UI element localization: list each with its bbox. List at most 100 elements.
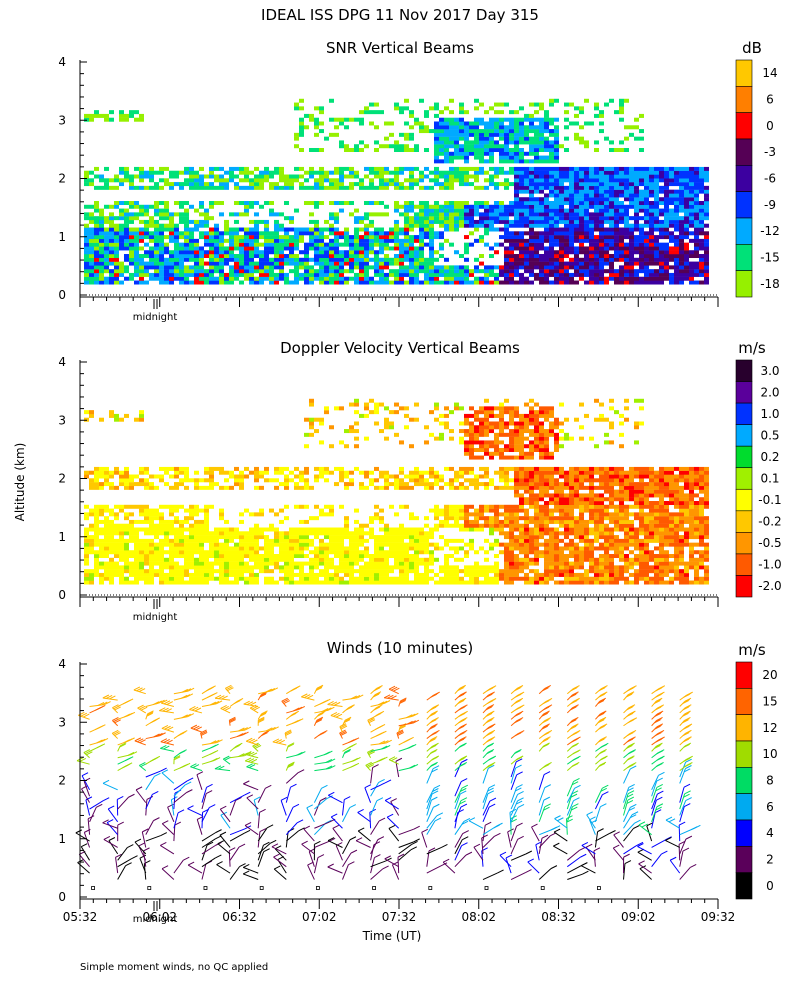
doppler-cell — [414, 569, 419, 573]
snr-cell — [119, 110, 124, 114]
snr-cell — [504, 118, 509, 122]
snr-cell — [649, 262, 654, 266]
snr-cell — [539, 231, 544, 235]
snr-cell — [604, 262, 609, 266]
snr-cell — [564, 201, 569, 205]
snr-cell — [549, 171, 554, 175]
snr-cell — [379, 182, 384, 186]
snr-cell — [514, 152, 519, 156]
snr-cell — [374, 171, 379, 175]
snr-cell — [239, 167, 244, 171]
doppler-cell — [364, 414, 369, 418]
snr-cell — [174, 243, 179, 247]
snr-cell — [659, 243, 664, 247]
doppler-cell — [279, 558, 284, 562]
snr-cell — [509, 156, 514, 160]
snr-cell — [584, 231, 589, 235]
snr-cell — [694, 197, 699, 201]
snr-cell — [104, 277, 109, 281]
snr-cell — [459, 220, 464, 224]
snr-cell — [509, 205, 514, 209]
doppler-cell — [154, 573, 159, 577]
snr-cell — [459, 152, 464, 156]
doppler-cell — [389, 421, 394, 425]
doppler-cell — [414, 482, 419, 486]
snr-cell — [189, 231, 194, 235]
snr-cell — [564, 110, 569, 114]
snr-cell — [629, 193, 634, 197]
doppler-cell — [399, 550, 404, 554]
snr-cell — [519, 277, 524, 281]
doppler-cell — [139, 482, 144, 486]
doppler-cell — [109, 471, 114, 475]
doppler-cell — [104, 509, 109, 513]
snr-cell — [579, 246, 584, 250]
snr-cell — [334, 182, 339, 186]
snr-cell — [254, 277, 259, 281]
snr-cell — [644, 250, 649, 254]
snr-cell — [534, 144, 539, 148]
snr-cell — [634, 137, 639, 141]
snr-cell — [509, 118, 514, 122]
doppler-cell — [94, 512, 99, 516]
snr-cell — [554, 152, 559, 156]
doppler-cell — [174, 569, 179, 573]
snr-cell — [259, 231, 264, 235]
doppler-cell — [369, 562, 374, 566]
snr-cell — [674, 216, 679, 220]
snr-cell — [489, 246, 494, 250]
snr-cell — [204, 175, 209, 179]
doppler-cell — [329, 425, 334, 429]
doppler-cell — [219, 581, 224, 585]
snr-cell — [554, 212, 559, 216]
doppler-cell — [84, 554, 89, 558]
doppler-panel: Doppler Velocity Vertical Beams 01234mid… — [58, 339, 781, 623]
snr-cell — [219, 273, 224, 277]
snr-cell — [599, 129, 604, 133]
doppler-cell — [464, 471, 469, 475]
doppler-cell — [319, 475, 324, 479]
snr-cell — [339, 121, 344, 125]
snr-cell — [379, 281, 384, 285]
snr-cell — [689, 224, 694, 228]
snr-cell — [509, 277, 514, 281]
snr-cell — [429, 246, 434, 250]
snr-cell — [489, 152, 494, 156]
snr-cell — [104, 235, 109, 239]
snr-cell — [579, 273, 584, 277]
snr-cell — [594, 235, 599, 239]
snr-cell — [479, 152, 484, 156]
doppler-cell — [364, 577, 369, 581]
snr-cell — [654, 193, 659, 197]
doppler-cell — [194, 573, 199, 577]
snr-cell — [244, 243, 249, 247]
snr-cell — [104, 269, 109, 273]
snr-cell — [679, 231, 684, 235]
snr-cell — [154, 171, 159, 175]
snr-cell — [684, 209, 689, 213]
doppler-cell — [294, 546, 299, 550]
snr-cell — [369, 224, 374, 228]
snr-cell — [359, 178, 364, 182]
snr-cell — [389, 269, 394, 273]
snr-cell — [614, 178, 619, 182]
snr-cell — [379, 243, 384, 247]
snr-cell — [479, 171, 484, 175]
snr-cell — [404, 265, 409, 269]
doppler-cell — [364, 531, 369, 535]
doppler-cell — [174, 565, 179, 569]
snr-cell — [104, 231, 109, 235]
snr-cell — [359, 265, 364, 269]
doppler-cell — [194, 471, 199, 475]
snr-cell — [374, 265, 379, 269]
snr-cell — [694, 178, 699, 182]
snr-cell — [609, 205, 614, 209]
snr-cell — [664, 220, 669, 224]
snr-cell — [624, 228, 629, 232]
doppler-cell — [119, 550, 124, 554]
doppler-cell — [409, 478, 414, 482]
snr-cell — [424, 273, 429, 277]
snr-cell — [584, 178, 589, 182]
doppler-cell — [244, 577, 249, 581]
doppler-cell — [309, 403, 314, 407]
